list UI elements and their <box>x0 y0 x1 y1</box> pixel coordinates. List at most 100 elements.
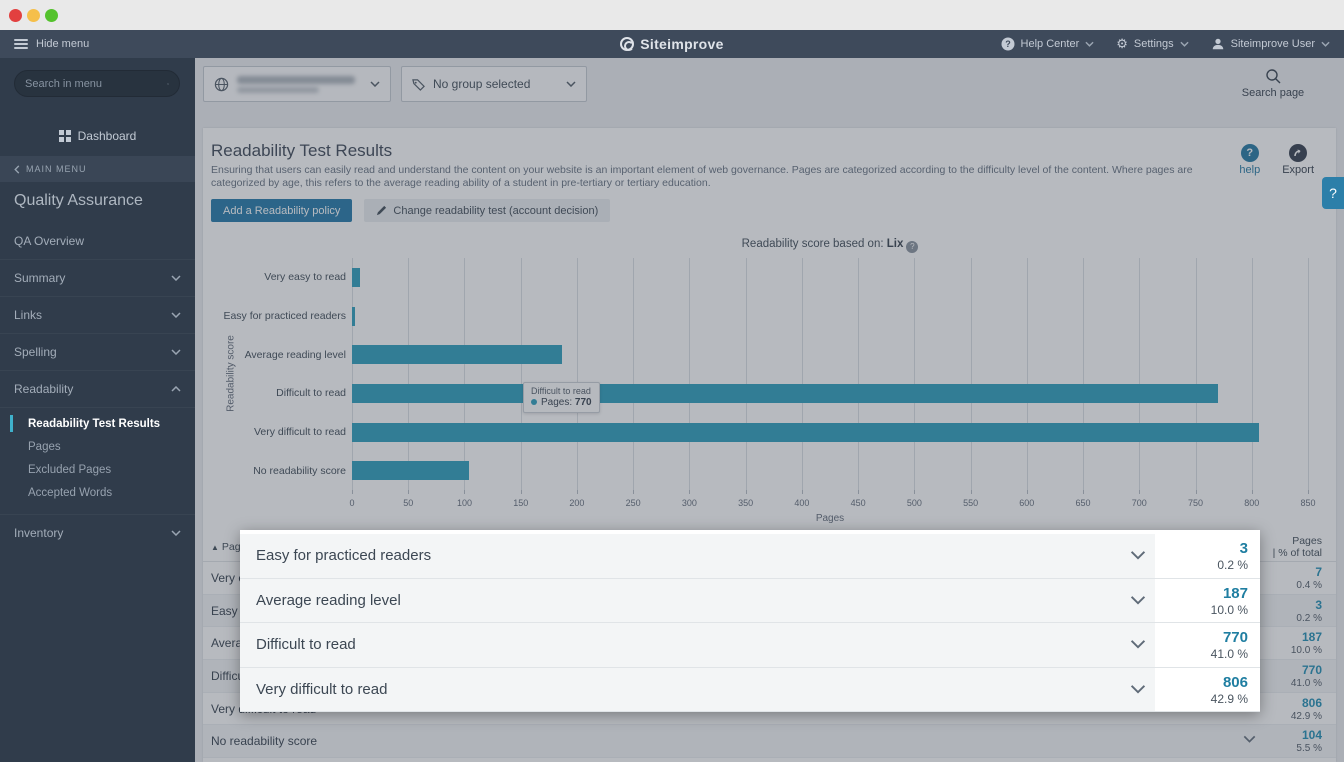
user-label: Siteimprove User <box>1230 38 1315 50</box>
sidebar-item-spelling[interactable]: Spelling <box>0 333 195 370</box>
pages-percent: 42.9 % <box>1210 691 1248 706</box>
chevron-down-icon[interactable] <box>1243 735 1256 744</box>
sidebar-item-links[interactable]: Links <box>0 296 195 333</box>
chart-bar[interactable] <box>352 461 469 481</box>
help-center-label: Help Center <box>1020 38 1080 50</box>
chart-category-label: Very easy to read <box>264 271 346 284</box>
chart-tick-label: 0 <box>349 498 355 508</box>
chart-help-icon[interactable]: ? <box>906 240 919 253</box>
chart-tick-label: 600 <box>1019 498 1035 508</box>
chart-bar[interactable] <box>352 345 563 365</box>
help-center-icon: ? <box>1001 37 1015 51</box>
sidebar-item-readability[interactable]: Readability <box>0 370 195 407</box>
chart-tickmark <box>801 490 803 494</box>
spotlight-row[interactable]: Easy for practiced readers 3 0.2 % <box>240 534 1260 579</box>
chevron-down-icon[interactable] <box>1130 684 1146 694</box>
chart-tick-label: 850 <box>1300 498 1316 508</box>
sidebar-item-accepted-words[interactable]: Accepted Words <box>0 481 195 504</box>
chart-tick-label: 150 <box>513 498 529 508</box>
chart-gridline <box>970 258 972 490</box>
sidebar-item-inventory[interactable]: Inventory <box>0 514 195 551</box>
globe-icon <box>214 77 229 91</box>
search-input[interactable] <box>25 77 167 90</box>
hide-menu-label: Hide menu <box>36 38 90 50</box>
user-menu[interactable]: Siteimprove User <box>1211 37 1330 51</box>
sidebar-item-dashboard[interactable]: Dashboard <box>0 116 195 156</box>
chevron-down-icon[interactable] <box>1130 595 1146 605</box>
chart-bar[interactable] <box>352 267 360 287</box>
sidebar-section-title: Quality Assurance <box>14 192 143 209</box>
spotlight-row-label: Average reading level <box>256 591 401 609</box>
settings-menu[interactable]: ⚙ Settings <box>1116 36 1189 52</box>
siteimprove-logo-icon <box>620 37 635 51</box>
menu-item-label: Summary <box>14 271 66 285</box>
chart-gridline <box>1195 258 1197 490</box>
zoom-button[interactable] <box>45 8 58 22</box>
sidebar-menu: QA Overview Summary Links Spelling Reada… <box>0 222 195 551</box>
minimize-button[interactable] <box>27 8 40 22</box>
chevron-down-icon[interactable] <box>1130 550 1146 560</box>
chart-tickmark <box>1083 490 1085 494</box>
group-selector-dropdown[interactable]: No group selected <box>401 66 587 102</box>
chevron-down-icon <box>370 81 380 87</box>
menu-item-label: Spelling <box>14 345 57 359</box>
chart-category-label: Easy for practiced readers <box>223 310 346 322</box>
spotlight-row[interactable]: Very difficult to read 806 42.9 % <box>240 668 1260 712</box>
menu-item-label: Links <box>14 308 43 322</box>
close-button[interactable] <box>9 8 22 22</box>
spotlight-row[interactable]: Average reading level 187 10.0 % <box>240 579 1260 623</box>
table-row-label: No readability score <box>211 734 318 749</box>
spotlight-row[interactable]: Difficult to read 770 41.0 % <box>240 623 1260 668</box>
chevron-left-icon <box>14 164 20 174</box>
change-readability-test-button[interactable]: Change readability test (account decisio… <box>364 199 611 222</box>
floating-help-tab[interactable]: ? <box>1322 177 1344 209</box>
table-pages-column[interactable]: Pages | % of total <box>1272 535 1322 559</box>
group-selector-value: No group selected <box>433 77 531 91</box>
chart-gridline <box>1139 258 1141 490</box>
search-page-icon <box>1266 69 1281 84</box>
search-icon[interactable] <box>167 78 169 90</box>
sidebar-item-excluded-pages[interactable]: Excluded Pages <box>0 458 195 481</box>
sidebar-item-summary[interactable]: Summary <box>0 259 195 296</box>
page-description: Ensuring that users can easily read and … <box>211 164 1193 189</box>
chart-tickmark <box>1308 490 1309 494</box>
pages-count: 104 <box>1301 728 1322 743</box>
help-button[interactable]: ? help <box>1239 144 1260 176</box>
main-menu-back[interactable]: MAIN MENU <box>0 156 195 182</box>
pages-percent: 5.5 % <box>1296 743 1322 755</box>
pages-count: 187 <box>1222 584 1248 602</box>
sidebar-item-pages[interactable]: Pages <box>0 435 195 458</box>
chart-bar[interactable] <box>352 422 1259 442</box>
chart-category-label: No readability score <box>253 464 346 477</box>
chart-gridline <box>464 258 466 490</box>
top-navbar: Hide menu Siteimprove ? Help Center ⚙ Se… <box>0 30 1344 58</box>
chart-gridline <box>801 258 803 490</box>
site-selector-dropdown[interactable] <box>203 66 391 102</box>
table-row-values: 104 5.5 % <box>1296 728 1322 754</box>
chart-x-axis-label: Pages <box>815 513 845 524</box>
pages-count: 3 <box>1315 597 1322 612</box>
chart-tick-label: 50 <box>403 498 414 508</box>
chart-tickmark <box>858 490 860 494</box>
export-button[interactable]: Export <box>1282 144 1314 176</box>
help-center-menu[interactable]: ? Help Center <box>1001 37 1095 51</box>
help-icon: ? <box>1240 144 1259 162</box>
pages-percent: 10.0 % <box>1210 602 1248 617</box>
chart-tick-label: 700 <box>1131 498 1147 508</box>
chart-gridline <box>352 258 353 490</box>
search-page-button[interactable]: Search page <box>1235 68 1311 99</box>
hide-menu-button[interactable]: Hide menu <box>14 30 89 58</box>
main-content: No group selected Search page Readabilit… <box>195 58 1344 762</box>
chart-tick-label: 300 <box>681 498 697 508</box>
chart-bar[interactable] <box>352 306 356 326</box>
chart-tickmark <box>1195 490 1197 494</box>
sidebar: Dashboard MAIN MENU Quality Assurance QA… <box>0 58 195 762</box>
chart-gridline <box>633 258 635 490</box>
sidebar-item-qa-overview[interactable]: QA Overview <box>0 222 195 259</box>
hamburger-icon <box>14 37 28 51</box>
chevron-down-icon[interactable] <box>1130 639 1146 649</box>
add-readability-policy-button[interactable]: Add a Readability policy <box>211 199 353 222</box>
table-row[interactable]: No readability score 104 5.5 % <box>203 725 1336 759</box>
sidebar-item-readability-test-results[interactable]: Readability Test Results <box>0 412 195 435</box>
spotlight-row-label: Easy for practiced readers <box>256 547 432 565</box>
